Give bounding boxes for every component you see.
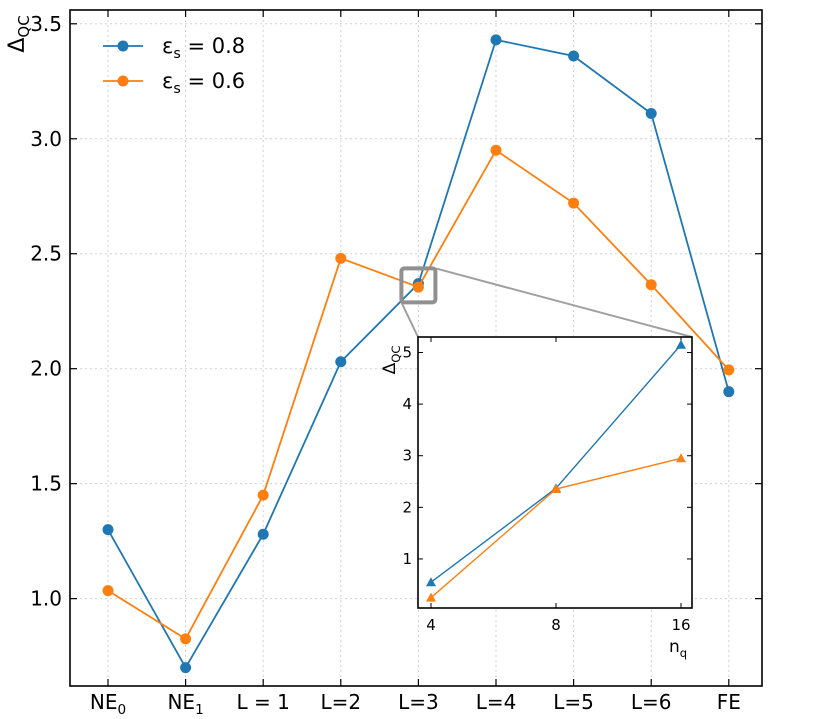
- x-tick-label: FE: [717, 690, 741, 714]
- inset-x-tick-label: 8: [551, 616, 561, 634]
- x-tick-label: L=3: [398, 690, 439, 714]
- inset-data-point: [426, 592, 436, 602]
- zoom-box: [399, 266, 438, 305]
- data-point: [490, 144, 502, 156]
- inset-data-point: [551, 484, 561, 494]
- legend-marker: [117, 40, 129, 52]
- main-axes: 1.0 1.5 2.0 2.5 3.0 3.5 NE0 NE1 L = 1 L=2 L=3 L=4 L=…: [5, 9, 763, 718]
- zoom-connector: [399, 266, 693, 338]
- inset-y-axis-label: ΔQC: [380, 346, 403, 375]
- inset-y-tick-label: 1: [402, 550, 412, 568]
- inset-x-axis-label: nq: [669, 637, 687, 660]
- inset-y-tick-label: 5: [402, 343, 412, 361]
- inset-y-tick-label: 3: [402, 447, 412, 465]
- inset-x-tick-label: 4: [426, 616, 436, 634]
- data-point: [490, 34, 502, 46]
- data-point: [335, 252, 347, 264]
- legend-label: εs = 0.8: [162, 34, 245, 62]
- data-point: [180, 633, 192, 645]
- plot-frame: [69, 9, 763, 687]
- x-tick-label: L=2: [320, 690, 361, 714]
- main-series: [102, 34, 735, 674]
- data-point: [257, 489, 269, 501]
- zoom-connector-left: [400, 301, 419, 338]
- x-tick-label: L=5: [553, 690, 594, 714]
- inset-data-point: [426, 577, 436, 587]
- zoom-connector-top: [435, 267, 693, 338]
- y-tick-label: 1.5: [30, 472, 62, 496]
- inset-plot: 1 2 3 4 5 4 8 16 nq ΔQC: [380, 336, 693, 660]
- inset-data-point: [676, 453, 686, 463]
- data-point: [723, 386, 735, 398]
- inset-y-tick-label: 4: [402, 395, 412, 413]
- inset-y-tick-label: 2: [402, 498, 412, 516]
- data-point: [180, 662, 192, 674]
- data-point: [568, 50, 580, 62]
- data-point: [102, 524, 114, 536]
- y-tick-label: 2.5: [30, 242, 62, 266]
- inset-series-1: [426, 453, 686, 602]
- x-tick-label: NE1: [167, 690, 203, 718]
- y-tick-label: 2.0: [30, 357, 62, 381]
- x-tick-label: L=4: [476, 690, 517, 714]
- data-point: [102, 585, 114, 597]
- x-tick-label: L=6: [631, 690, 672, 714]
- data-point: [257, 528, 269, 540]
- data-point: [723, 364, 735, 376]
- y-tick-label: 1.0: [30, 587, 62, 611]
- data-point: [645, 279, 657, 291]
- data-point: [412, 281, 424, 293]
- inset-data-point: [676, 339, 686, 349]
- inset-x-tick-label: 16: [671, 616, 690, 634]
- data-point: [568, 197, 580, 209]
- x-tick-label: L = 1: [237, 690, 290, 714]
- inset-frame: [417, 336, 693, 609]
- data-point: [335, 356, 347, 368]
- y-axis-label: ΔQC: [5, 15, 33, 52]
- legend-label: εs = 0.6: [162, 69, 245, 97]
- x-tick-label: NE0: [90, 690, 126, 718]
- series-1: [102, 144, 735, 645]
- y-tick-label: 3.5: [30, 12, 62, 36]
- y-tick-label: 3.0: [30, 127, 62, 151]
- main-legend: εs = 0.8 εs = 0.6: [103, 34, 245, 97]
- data-point: [645, 107, 657, 119]
- legend-marker: [117, 75, 129, 87]
